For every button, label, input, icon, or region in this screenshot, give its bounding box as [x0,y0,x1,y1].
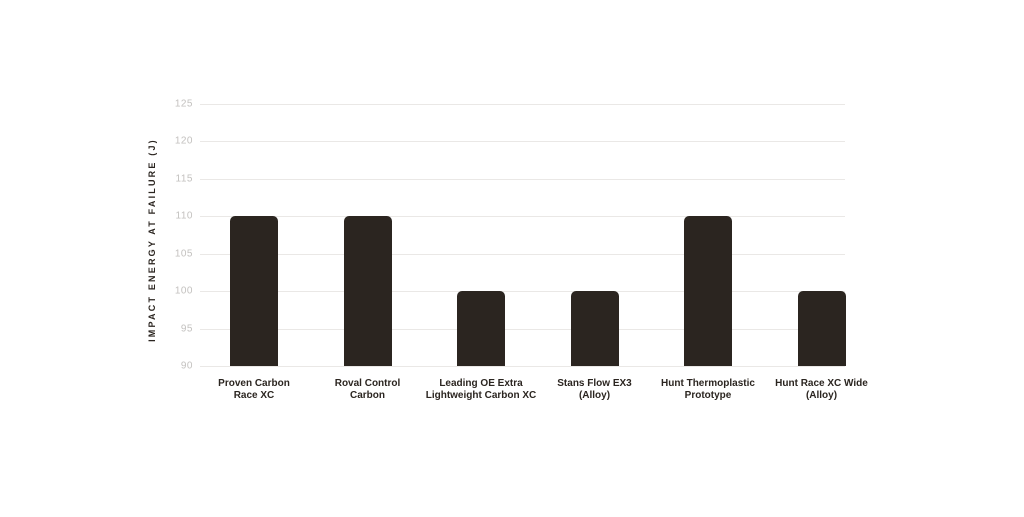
gridline [200,216,845,218]
y-tick-label: 105 [174,248,193,260]
gridline [200,178,845,180]
y-tick-label: 100 [174,285,193,297]
y-tick-label: 110 [175,210,193,222]
gridline [200,104,845,105]
bar [570,291,619,366]
x-category-label: Hunt Thermoplastic Prototype [661,378,755,401]
x-category-label: Leading OE Extra Lightweight Carbon XC [425,378,537,401]
y-tick-label: 120 [174,135,193,147]
bar [684,216,732,366]
bar [230,216,278,366]
y-tick-label: 90 [180,360,193,372]
y-axis-title: IMPACT ENERGY AT FAILURE (J) [147,138,157,342]
y-tick-label: 115 [175,173,193,185]
bar [457,291,505,366]
plot-area: 90 95 100 105 110 115 120 125 Proven Carbon Race… [175,99,868,402]
bar [343,216,392,366]
gridline [200,366,845,367]
gridline [200,253,845,255]
y-tick-label: 125 [174,98,193,110]
gridline [200,291,845,293]
y-tick-label: 95 [180,323,193,335]
bar [797,291,846,366]
x-category-label: Roval Control Carbon [334,378,401,401]
gridline [200,328,845,330]
x-category-label: Hunt Race XC Wide (Alloy) [775,378,868,401]
gridline [200,141,845,143]
x-category-label: Proven Carbon Race XC [218,378,290,401]
x-category-label: Stans Flow EX3 (Alloy) [557,378,632,401]
